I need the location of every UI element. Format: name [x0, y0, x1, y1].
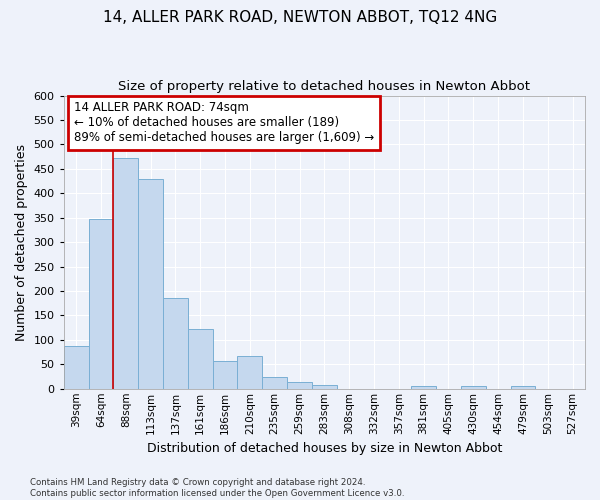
X-axis label: Distribution of detached houses by size in Newton Abbot: Distribution of detached houses by size … — [146, 442, 502, 455]
Text: Contains HM Land Registry data © Crown copyright and database right 2024.
Contai: Contains HM Land Registry data © Crown c… — [30, 478, 404, 498]
Text: 14 ALLER PARK ROAD: 74sqm
← 10% of detached houses are smaller (189)
89% of semi: 14 ALLER PARK ROAD: 74sqm ← 10% of detac… — [74, 102, 374, 144]
Title: Size of property relative to detached houses in Newton Abbot: Size of property relative to detached ho… — [118, 80, 530, 93]
Bar — [312, 385, 337, 389]
Bar — [113, 158, 138, 389]
Bar — [89, 218, 113, 389]
Bar — [411, 386, 436, 389]
Bar — [238, 356, 262, 389]
Bar — [287, 382, 312, 389]
Bar — [163, 298, 188, 389]
Bar — [188, 329, 212, 389]
Text: 14, ALLER PARK ROAD, NEWTON ABBOT, TQ12 4NG: 14, ALLER PARK ROAD, NEWTON ABBOT, TQ12 … — [103, 10, 497, 25]
Bar — [212, 361, 238, 389]
Y-axis label: Number of detached properties: Number of detached properties — [15, 144, 28, 340]
Bar — [511, 386, 535, 389]
Bar — [138, 178, 163, 389]
Bar — [262, 376, 287, 389]
Bar — [461, 386, 486, 389]
Bar — [64, 346, 89, 389]
